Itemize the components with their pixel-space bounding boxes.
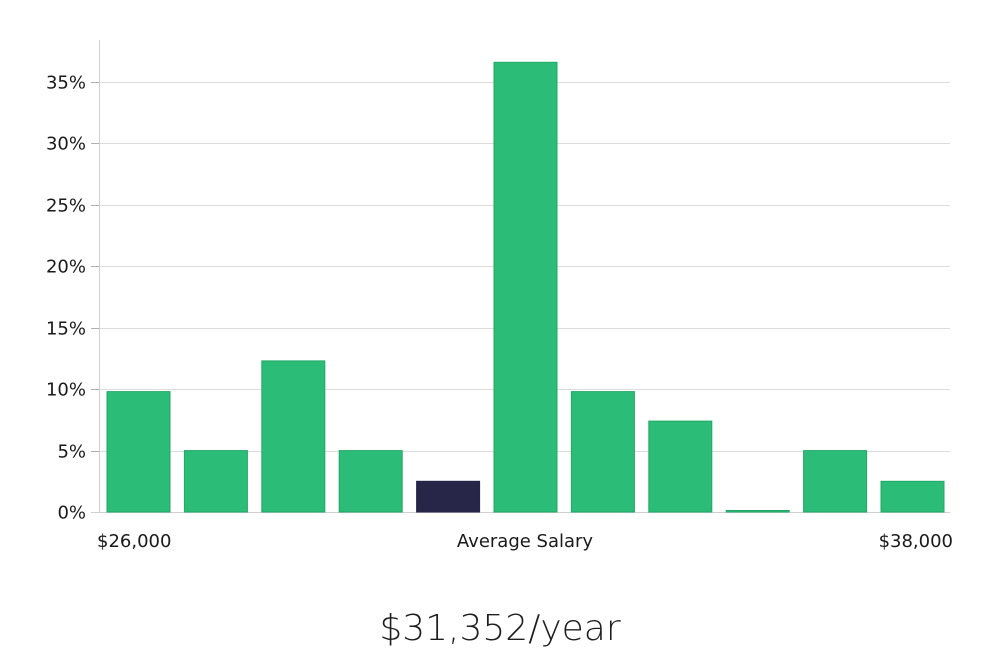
bar	[493, 61, 558, 513]
bar	[648, 420, 713, 513]
y-tick-label: 15%	[46, 319, 86, 340]
bar	[725, 510, 790, 513]
bar	[183, 450, 248, 513]
y-tick-label: 35%	[46, 73, 86, 94]
bar	[880, 480, 945, 513]
y-tick-label: 10%	[46, 380, 86, 401]
y-tick-label: 20%	[46, 257, 86, 278]
x-axis-title: Average Salary	[457, 531, 594, 552]
y-tick-labels: 0% 5% 10% 15% 20% 25% 30% 35%	[46, 73, 86, 524]
bar	[338, 450, 403, 513]
x-end-label: $38,000	[879, 531, 953, 552]
bars	[106, 61, 945, 513]
bar	[261, 360, 326, 513]
chart-svg: 0% 5% 10% 15% 20% 25% 30% 35% $26,000 Average S…	[46, 40, 953, 552]
y-tick-label: 5%	[57, 442, 86, 463]
y-tick-label: 25%	[46, 196, 86, 217]
y-tick-label: 0%	[57, 503, 86, 524]
x-start-label: $26,000	[97, 531, 171, 552]
bar	[106, 391, 171, 513]
x-axis-labels: $26,000 Average Salary $38,000	[97, 531, 953, 552]
y-tick-label: 30%	[46, 134, 86, 155]
bar	[570, 391, 635, 513]
average-salary-value: $31,352/year	[379, 608, 621, 649]
bar-highlighted	[416, 480, 481, 513]
bar	[803, 450, 868, 513]
salary-histogram-chart: 0% 5% 10% 15% 20% 25% 30% 35% $26,000 Average S…	[46, 40, 953, 552]
